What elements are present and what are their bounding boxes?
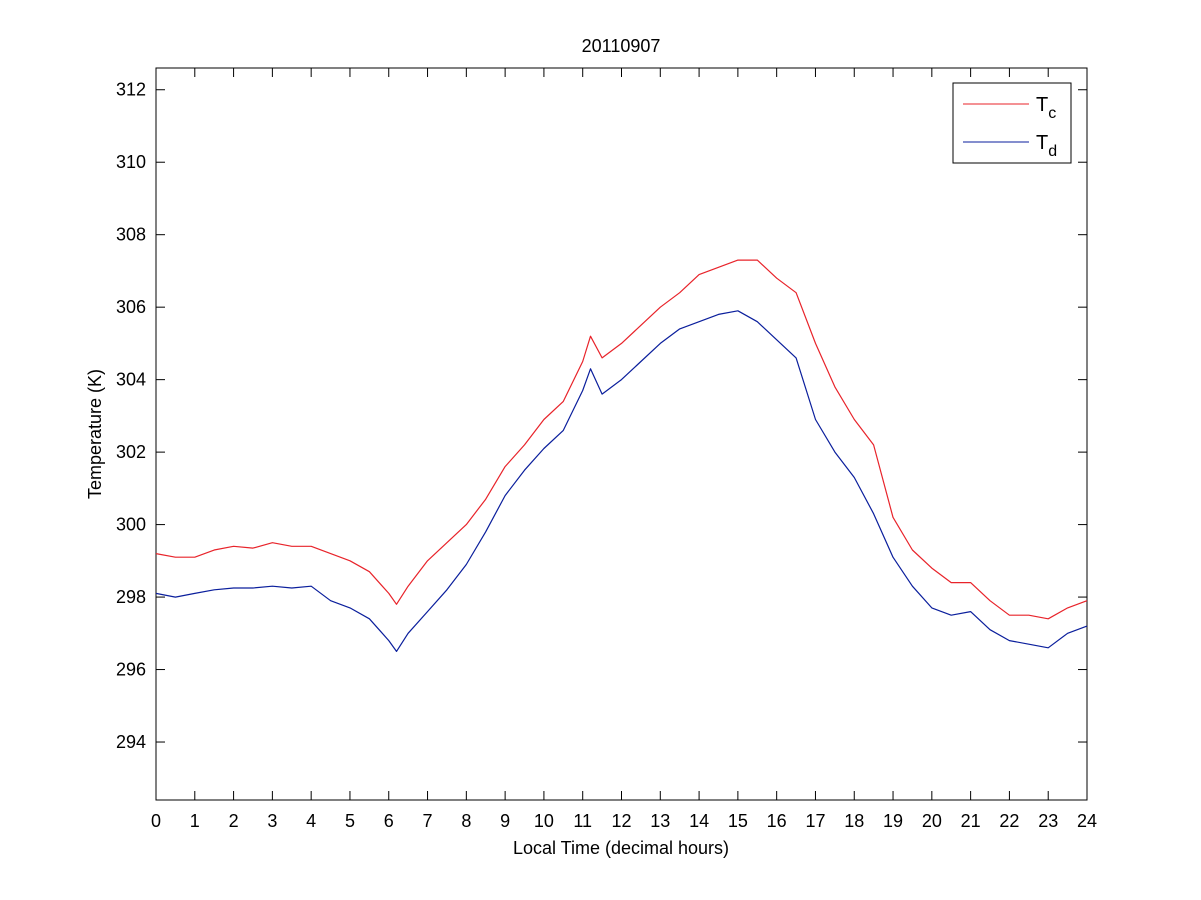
y-tick-label: 300 [116,515,146,535]
legend-label-td: Td [1036,132,1057,160]
x-tick-label: 1 [190,811,200,831]
x-tick-label: 17 [805,811,825,831]
y-tick-label: 296 [116,660,146,680]
chart-title: 20110907 [582,36,661,56]
x-tick-label: 19 [883,811,903,831]
series-layer [155,259,1088,653]
x-tick-label: 4 [306,811,316,831]
series-line-tc [155,259,1088,620]
legend-label-td-main: T [1036,132,1048,154]
x-tick-label: 24 [1077,811,1097,831]
y-tick-label: 302 [116,442,146,462]
legend-label-td-sub: d [1048,143,1057,160]
x-tick-label: 6 [384,811,394,831]
x-tick-label: 11 [573,811,592,831]
plot-area [155,67,1088,801]
legend-label-tc: Tc [1036,94,1056,122]
x-axis-label: Local Time (decimal hours) [513,838,729,858]
x-tick-label: 16 [767,811,787,831]
legend-label-tc-sub: c [1048,105,1056,122]
x-tick-label: 22 [999,811,1019,831]
x-tick-label: 8 [461,811,471,831]
x-tick-label: 23 [1038,811,1058,831]
x-tick-label: 7 [423,811,433,831]
x-tick-label: 12 [611,811,631,831]
x-axis-ticks: 0 1 2 3 4 5 6 7 8 9 10 11 12 13 14 15 16 17 18 19 20 21 22 23 24 [151,68,1097,831]
x-tick-label: 15 [728,811,748,831]
y-tick-label: 294 [116,732,146,752]
x-tick-label: 18 [844,811,864,831]
y-axis-ticks: 294 296 298 300 302 304 306 308 310 312 [116,80,1087,752]
series-line-td [155,310,1088,653]
y-axis-label: Temperature (K) [85,369,105,499]
y-tick-label: 312 [116,80,146,100]
x-tick-label: 0 [151,811,161,831]
x-tick-label: 5 [345,811,355,831]
x-tick-label: 2 [229,811,239,831]
legend-box [952,82,1072,164]
x-tick-label: 10 [534,811,554,831]
x-tick-label: 13 [650,811,670,831]
y-tick-label: 310 [116,152,146,172]
legend: Tc Td [952,82,1072,164]
y-tick-label: 308 [116,225,146,245]
y-tick-label: 304 [116,370,146,390]
y-tick-label: 298 [116,587,146,607]
x-tick-label: 21 [961,811,981,831]
x-tick-label: 3 [267,811,277,831]
y-tick-label: 306 [116,297,146,317]
legend-label-tc-main: T [1036,94,1048,116]
x-tick-label: 9 [500,811,510,831]
x-tick-label: 14 [689,811,709,831]
x-tick-label: 20 [922,811,942,831]
